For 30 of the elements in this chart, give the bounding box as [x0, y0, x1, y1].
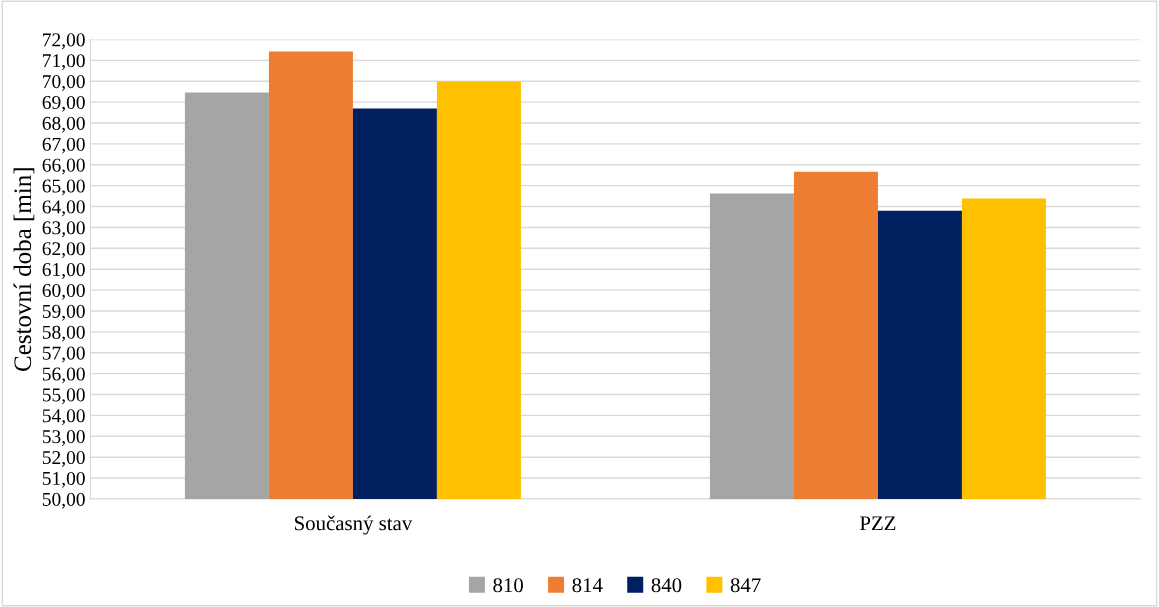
y-tick-label: 59,00: [42, 304, 85, 321]
y-tick-label: 62,00: [42, 242, 85, 259]
y-tick-label: 69,00: [42, 95, 85, 112]
y-tick-label: 54,00: [42, 409, 85, 426]
legend-label: 810: [493, 578, 523, 593]
y-tick-label: 65,00: [42, 179, 85, 196]
y-tick-label: 52,00: [42, 451, 85, 467]
y-tick-label: 66,00: [42, 158, 85, 175]
y-tick-label: 68,00: [42, 116, 85, 133]
legend-label: 840: [651, 578, 682, 593]
y-tick-label: 58,00: [42, 325, 85, 342]
y-tick-label: 57,00: [42, 346, 85, 363]
y-tick-label: 53,00: [42, 430, 85, 447]
y-tick-label: 70,00: [43, 75, 85, 91]
y-tick-label: 50,00: [42, 492, 85, 509]
y-axis-title: Cestovní doba [min]: [13, 168, 35, 371]
y-tick-label: 51,00: [42, 471, 85, 488]
y-tick-label: 60,00: [42, 283, 85, 300]
y-tick-label: 67,00: [42, 137, 85, 154]
y-tick-label: 71,00: [43, 54, 85, 71]
y-tick-label: 63,00: [42, 221, 85, 238]
y-tick-label: 56,00: [42, 367, 85, 384]
y-tick-label: 72,00: [43, 33, 85, 50]
y-tick-label: 64,00: [42, 200, 85, 217]
x-tick-label: Současný stav: [295, 515, 413, 535]
legend-label: 814: [572, 578, 603, 593]
y-tick-label: 61,00: [42, 263, 85, 279]
x-tick-label: PZZ: [860, 516, 896, 531]
y-tick-label: 55,00: [42, 388, 85, 405]
legend-label: 847: [730, 578, 761, 593]
